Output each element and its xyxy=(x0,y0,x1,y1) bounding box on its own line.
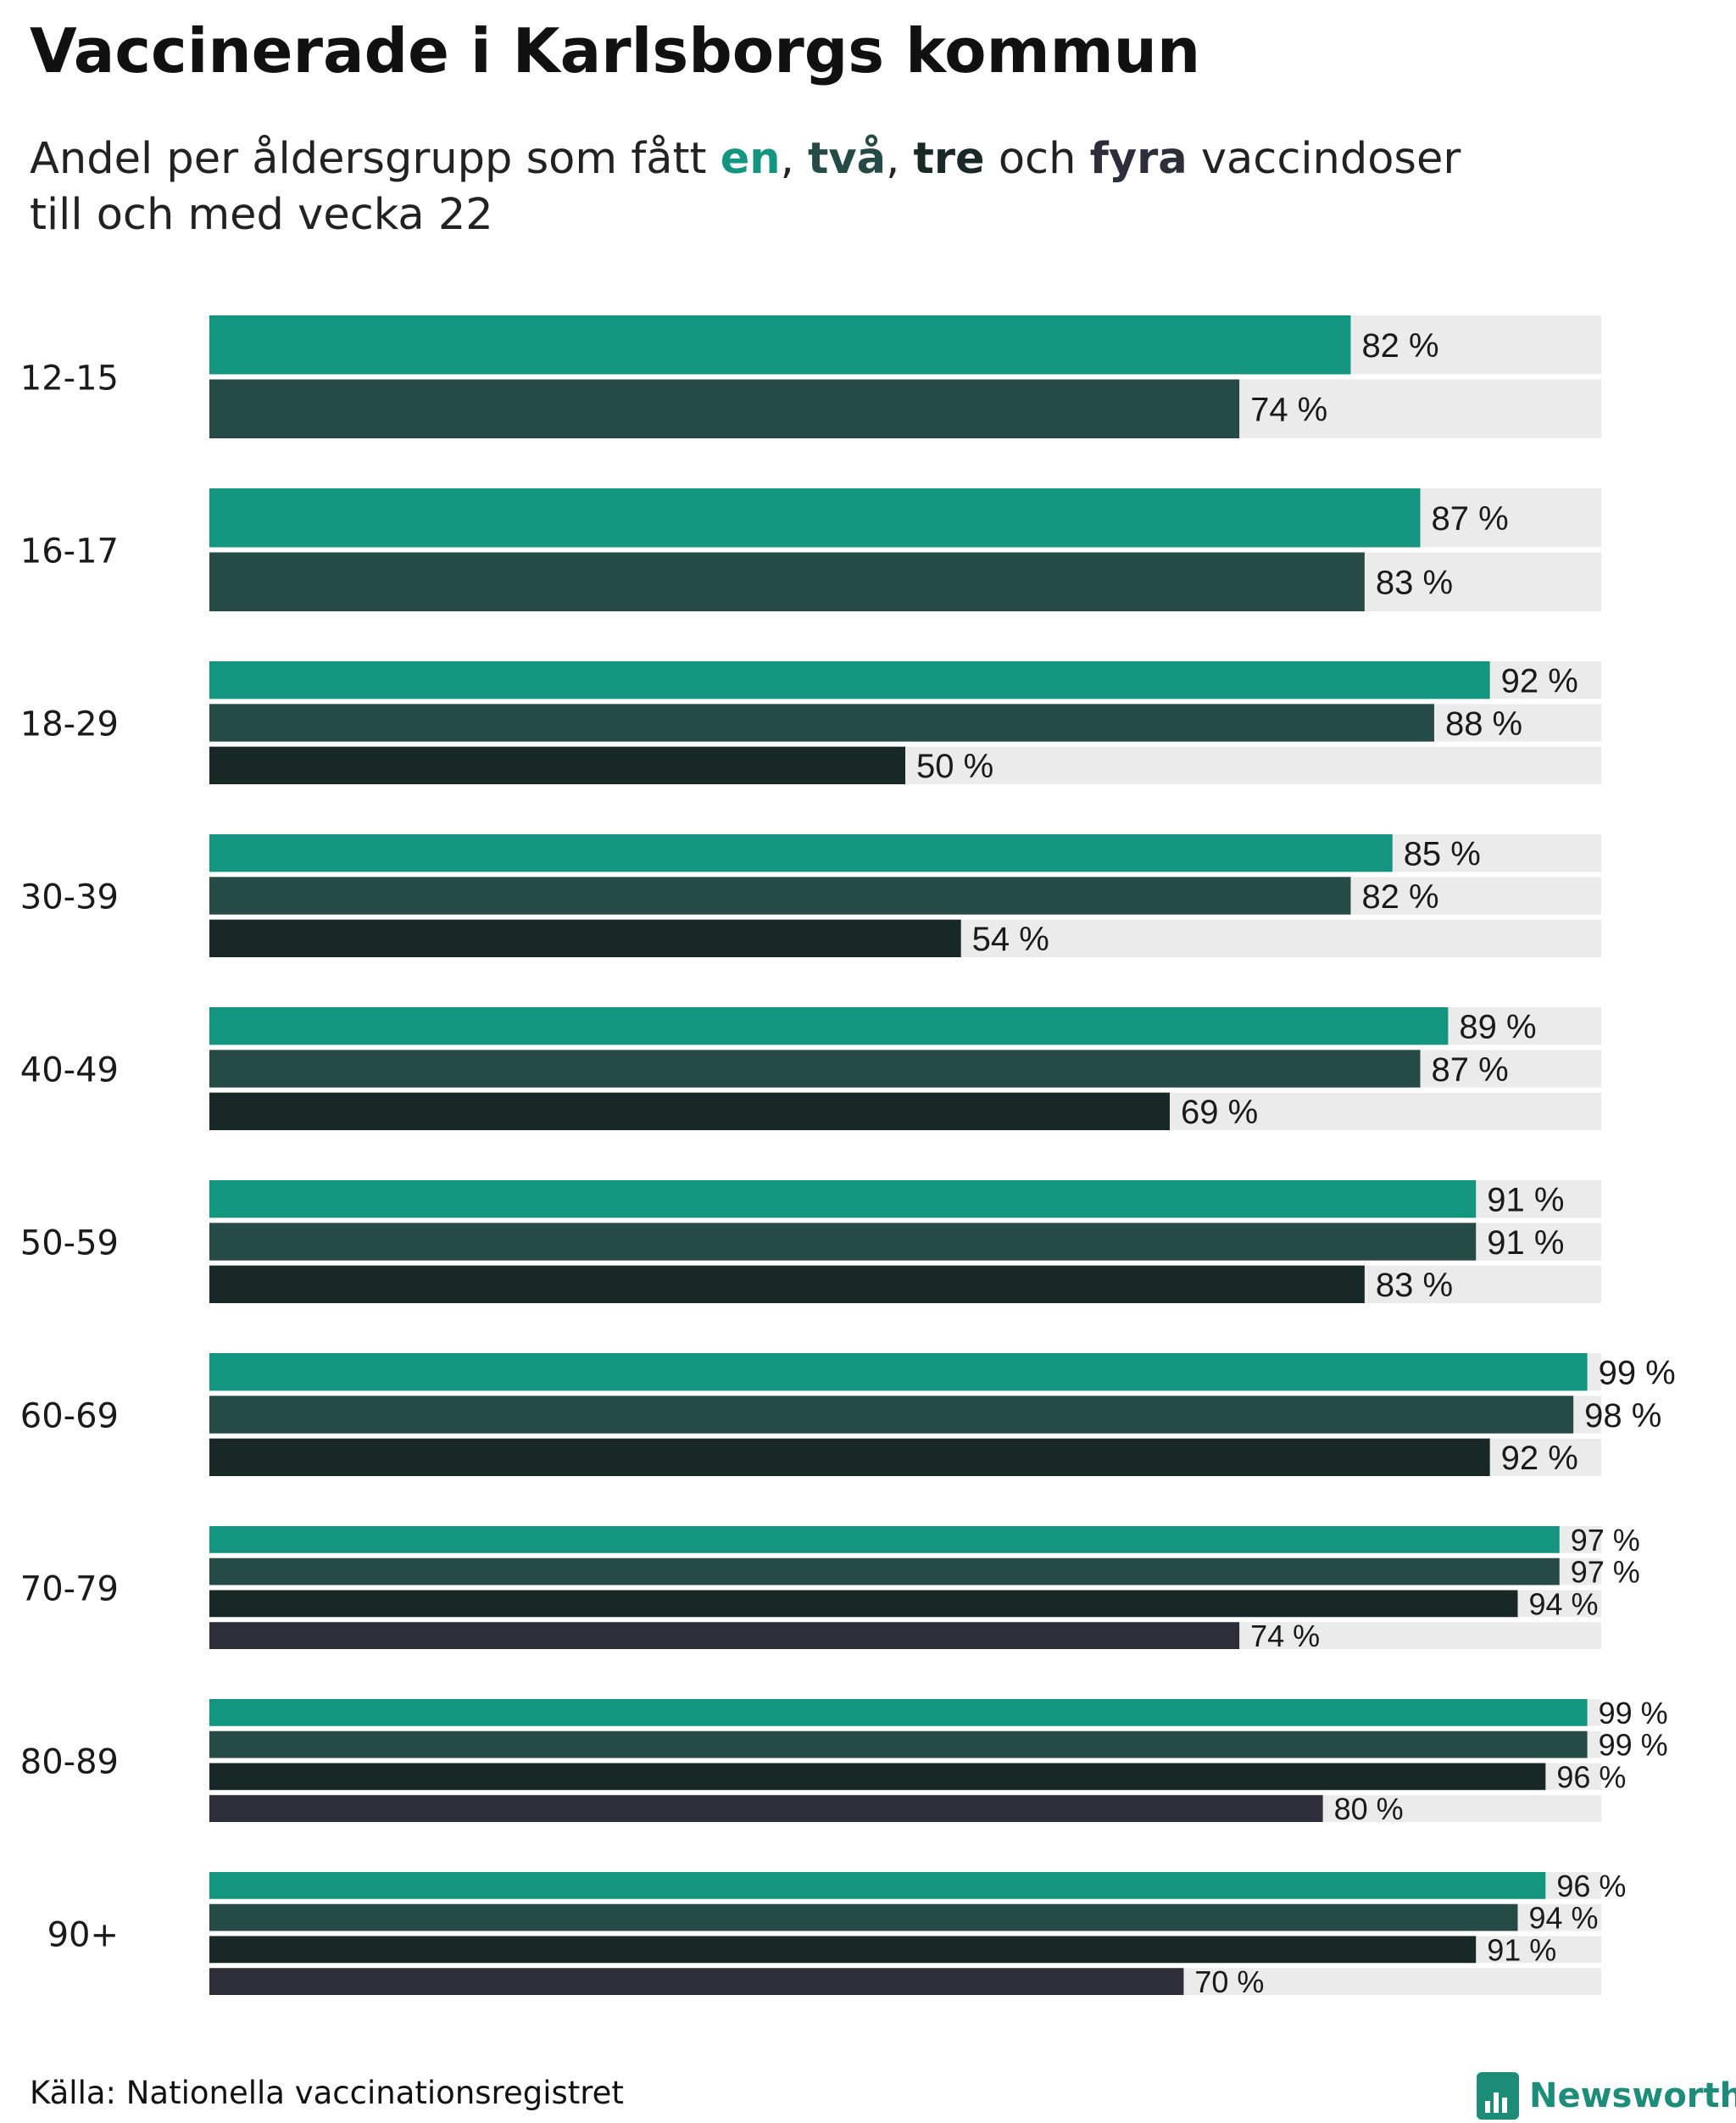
bar-value-label: 82 % xyxy=(1361,327,1438,365)
bar-fyra-80-89 xyxy=(209,1795,1323,1822)
bar-två-70-79 xyxy=(209,1557,1560,1585)
bar-value-label: 87 % xyxy=(1432,500,1509,538)
bar-value-label: 99 % xyxy=(1599,1728,1668,1763)
bar-en-70-79 xyxy=(209,1526,1560,1553)
bar-en-40-49 xyxy=(209,1007,1449,1045)
bar-tre-80-89 xyxy=(209,1763,1546,1791)
category-label: 50-59 xyxy=(20,1224,119,1263)
bar-en-90+ xyxy=(209,1872,1546,1899)
bar-value-label: 83 % xyxy=(1376,1267,1453,1304)
bar-value-label: 88 % xyxy=(1445,705,1522,743)
bar-en-18-29 xyxy=(209,661,1490,699)
bar-value-label: 83 % xyxy=(1376,565,1453,602)
bar-value-label: 74 % xyxy=(1250,1619,1320,1653)
bar-value-label: 50 % xyxy=(916,748,993,785)
bar-value-label: 92 % xyxy=(1501,1440,1578,1477)
bar-value-label: 96 % xyxy=(1556,1869,1626,1903)
bar-tre-18-29 xyxy=(209,746,905,784)
source-note: Källa: Nationella vaccinationsregistret xyxy=(30,2075,624,2111)
subtitle-suffix: vaccindoser xyxy=(1187,134,1461,184)
bar-en-50-59 xyxy=(209,1180,1477,1218)
bar-två-40-49 xyxy=(209,1050,1421,1088)
bar-value-label: 92 % xyxy=(1501,663,1578,700)
bar-value-label: 97 % xyxy=(1571,1523,1640,1557)
bar-fyra-90+ xyxy=(209,1968,1184,1995)
bar-en-80-89 xyxy=(209,1699,1588,1726)
legend-dose-2: två xyxy=(808,134,887,184)
bar-tre-70-79 xyxy=(209,1590,1518,1618)
newsworthy-logo-text: Newsworthy xyxy=(1529,2076,1736,2115)
bar-en-16-17 xyxy=(209,488,1421,548)
bar-tre-30-39 xyxy=(209,919,961,957)
legend-dose-4: fyra xyxy=(1089,134,1188,184)
bar-value-label: 89 % xyxy=(1459,1009,1536,1046)
bar-value-label: 99 % xyxy=(1599,1696,1668,1730)
bar-value-label: 74 % xyxy=(1250,392,1327,429)
bar-två-12-15 xyxy=(209,379,1240,438)
category-label: 40-49 xyxy=(20,1051,119,1090)
category-label: 30-39 xyxy=(20,878,119,917)
bar-tre-40-49 xyxy=(209,1092,1170,1130)
category-label: 70-79 xyxy=(20,1570,119,1609)
bar-value-label: 54 % xyxy=(972,921,1049,958)
bar-två-90+ xyxy=(209,1903,1518,1931)
bar-två-60-69 xyxy=(209,1396,1574,1434)
category-label: 16-17 xyxy=(20,532,119,571)
chart-subtitle: Andel per åldersgrupp som fått en, två, … xyxy=(30,131,1461,243)
bar-value-label: 98 % xyxy=(1584,1397,1661,1435)
bar-value-label: 91 % xyxy=(1487,1932,1556,1967)
category-label: 90+ xyxy=(47,1916,119,1955)
category-label: 12-15 xyxy=(20,359,119,398)
category-label: 60-69 xyxy=(20,1397,119,1436)
bar-två-80-89 xyxy=(209,1730,1588,1758)
subtitle-prefix: Andel per åldersgrupp som fått xyxy=(30,134,721,184)
bar-value-label: 94 % xyxy=(1528,1586,1598,1621)
newsworthy-logo: Newsworthy xyxy=(1477,2069,1736,2123)
bar-value-label: 91 % xyxy=(1487,1224,1564,1262)
bar-två-50-59 xyxy=(209,1223,1477,1261)
category-label: 80-89 xyxy=(20,1743,119,1782)
bar-value-label: 99 % xyxy=(1599,1355,1676,1392)
bar-value-label: 70 % xyxy=(1194,1964,1264,1999)
bar-value-label: 94 % xyxy=(1528,1901,1598,1936)
bar-tre-60-69 xyxy=(209,1438,1490,1476)
bar-value-label: 85 % xyxy=(1404,836,1481,873)
bar-fyra-70-79 xyxy=(209,1622,1240,1649)
subtitle-sep: , xyxy=(780,134,809,184)
bar-två-18-29 xyxy=(209,704,1434,742)
bar-chart: 12-15 82 % 74 % 16-17 87 % 83 % 18-29 92 % 88 % 5… xyxy=(20,315,1676,1999)
chart-title: Vaccinerade i Karlsborgs kommun xyxy=(30,15,1201,86)
bar-två-16-17 xyxy=(209,552,1365,611)
subtitle-line-2: till och med vecka 22 xyxy=(30,190,493,240)
subtitle-sep: , xyxy=(886,134,914,184)
bar-value-label: 97 % xyxy=(1571,1555,1640,1590)
bar-value-label: 69 % xyxy=(1181,1094,1258,1131)
bar-en-12-15 xyxy=(209,315,1351,375)
bar-tre-50-59 xyxy=(209,1265,1365,1303)
subtitle-sep: och xyxy=(984,134,1090,184)
bar-value-label: 91 % xyxy=(1487,1182,1564,1219)
newsworthy-logo-icon xyxy=(1477,2072,1519,2120)
bar-en-30-39 xyxy=(209,834,1393,872)
bar-value-label: 87 % xyxy=(1432,1051,1509,1089)
bar-value-label: 80 % xyxy=(1334,1791,1404,1826)
bar-två-30-39 xyxy=(209,877,1351,915)
bar-tre-90+ xyxy=(209,1936,1477,1964)
bar-value-label: 96 % xyxy=(1556,1759,1626,1794)
bar-value-label: 82 % xyxy=(1361,878,1438,916)
bar-en-60-69 xyxy=(209,1353,1588,1391)
legend-dose-1: en xyxy=(720,134,781,184)
category-label: 18-29 xyxy=(20,705,119,744)
legend-dose-3: tre xyxy=(913,134,985,184)
